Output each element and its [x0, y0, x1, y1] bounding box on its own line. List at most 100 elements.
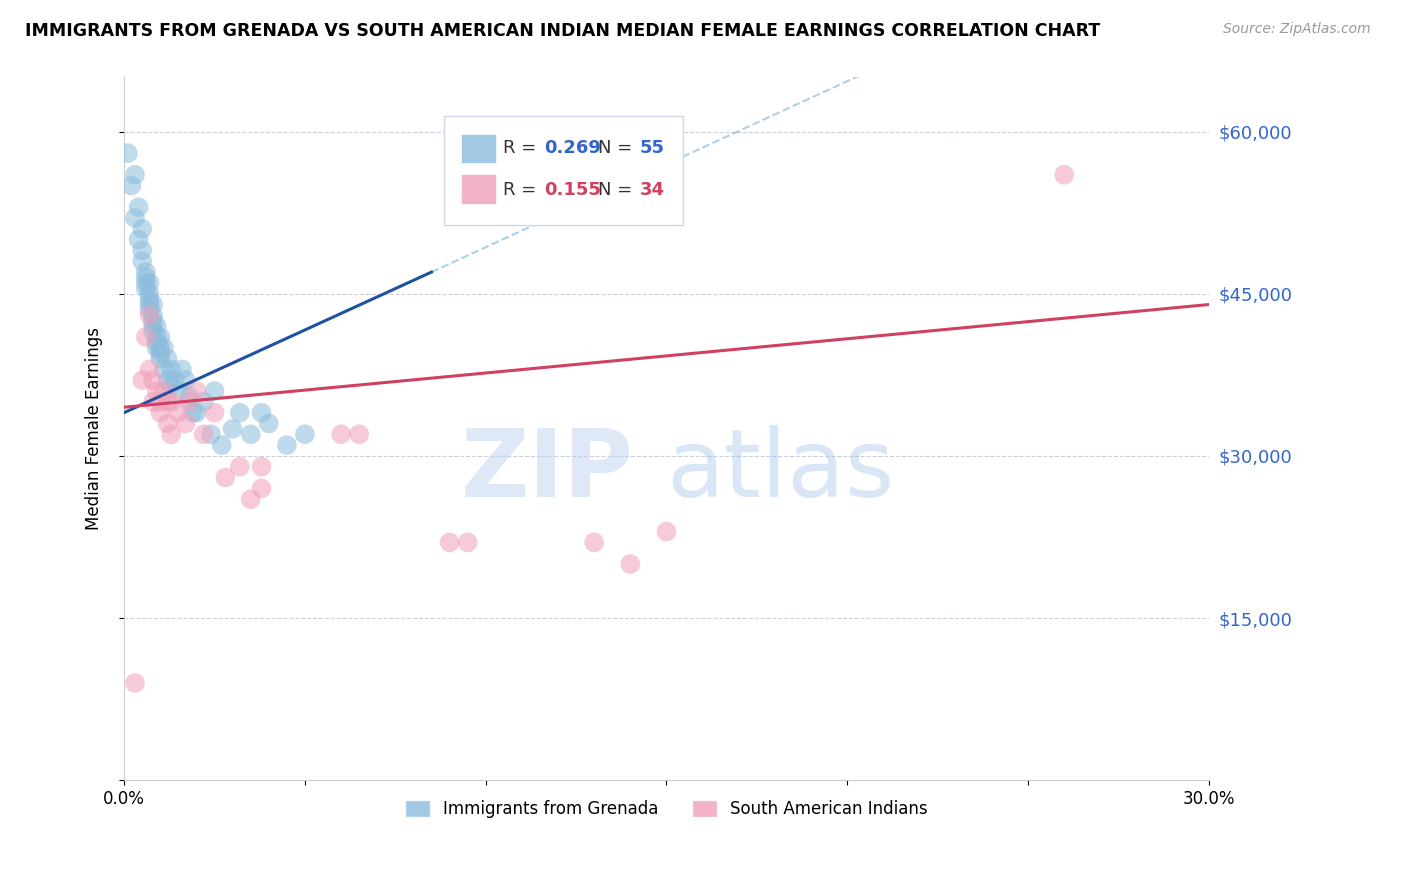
Point [239, 427, 262, 442]
Point [204, 406, 226, 420]
Point [156, 373, 179, 387]
Point [145, 341, 167, 355]
Point [156, 394, 179, 409]
Point [138, 292, 160, 306]
Point [174, 373, 197, 387]
Point [250, 459, 273, 474]
Point [160, 394, 183, 409]
Point [131, 254, 153, 268]
Point [145, 330, 167, 344]
Point [655, 524, 678, 539]
Point [135, 265, 157, 279]
Point [142, 314, 165, 328]
Point [167, 406, 190, 420]
Point [174, 417, 197, 431]
Text: 34: 34 [640, 181, 665, 199]
FancyBboxPatch shape [444, 116, 683, 225]
Point [179, 389, 201, 403]
Point [124, 676, 146, 690]
Point [153, 384, 176, 398]
Point [145, 335, 167, 350]
Point [330, 427, 353, 442]
Point [149, 394, 172, 409]
Point [200, 427, 222, 442]
Point [138, 362, 160, 376]
Point [439, 535, 461, 549]
Legend: Immigrants from Grenada, South American Indians: Immigrants from Grenada, South American … [398, 793, 935, 825]
Point [142, 309, 165, 323]
Text: R =: R = [503, 139, 541, 157]
Point [142, 297, 165, 311]
Point [619, 557, 641, 571]
Point [149, 406, 172, 420]
Text: Source: ZipAtlas.com: Source: ZipAtlas.com [1223, 22, 1371, 37]
Point [294, 427, 316, 442]
Point [160, 378, 183, 392]
Point [156, 351, 179, 366]
Point [131, 222, 153, 236]
Point [135, 270, 157, 285]
Point [153, 362, 176, 376]
Point [149, 351, 172, 366]
Point [257, 417, 280, 431]
Point [193, 427, 215, 442]
FancyBboxPatch shape [461, 134, 496, 163]
Text: atlas: atlas [666, 425, 894, 517]
Point [149, 346, 172, 360]
Text: R =: R = [503, 181, 541, 199]
Point [145, 319, 167, 334]
Point [120, 178, 142, 193]
Point [138, 297, 160, 311]
Point [142, 394, 165, 409]
Point [163, 373, 186, 387]
Text: IMMIGRANTS FROM GRENADA VS SOUTH AMERICAN INDIAN MEDIAN FEMALE EARNINGS CORRELAT: IMMIGRANTS FROM GRENADA VS SOUTH AMERICA… [25, 22, 1101, 40]
Point [186, 384, 208, 398]
Point [186, 406, 208, 420]
Point [153, 341, 176, 355]
Point [214, 470, 236, 484]
Point [138, 276, 160, 290]
Point [583, 535, 606, 549]
Point [211, 438, 233, 452]
Point [117, 146, 139, 161]
Point [142, 373, 165, 387]
Point [250, 481, 273, 495]
Point [145, 384, 167, 398]
Text: 0.269: 0.269 [544, 139, 600, 157]
Point [128, 200, 150, 214]
Text: 55: 55 [640, 139, 665, 157]
Point [138, 286, 160, 301]
Point [124, 168, 146, 182]
Point [1053, 168, 1076, 182]
Point [138, 302, 160, 317]
Point [276, 438, 298, 452]
Point [135, 281, 157, 295]
Point [347, 427, 370, 442]
Point [229, 459, 252, 474]
Point [142, 325, 165, 339]
Point [135, 330, 157, 344]
Text: 0.155: 0.155 [544, 181, 600, 199]
Point [131, 373, 153, 387]
Point [239, 492, 262, 507]
Point [138, 309, 160, 323]
Point [156, 417, 179, 431]
Point [149, 341, 172, 355]
Point [131, 244, 153, 258]
Point [142, 319, 165, 334]
Point [160, 427, 183, 442]
Text: ZIP: ZIP [461, 425, 634, 517]
Point [181, 406, 204, 420]
Text: N =: N = [598, 181, 638, 199]
Y-axis label: Median Female Earnings: Median Female Earnings [86, 327, 103, 531]
Point [124, 211, 146, 225]
Point [128, 233, 150, 247]
FancyBboxPatch shape [461, 175, 496, 204]
Point [250, 406, 273, 420]
Point [221, 422, 243, 436]
Point [160, 362, 183, 376]
Point [193, 394, 215, 409]
Point [179, 394, 201, 409]
Point [204, 384, 226, 398]
Point [149, 330, 172, 344]
